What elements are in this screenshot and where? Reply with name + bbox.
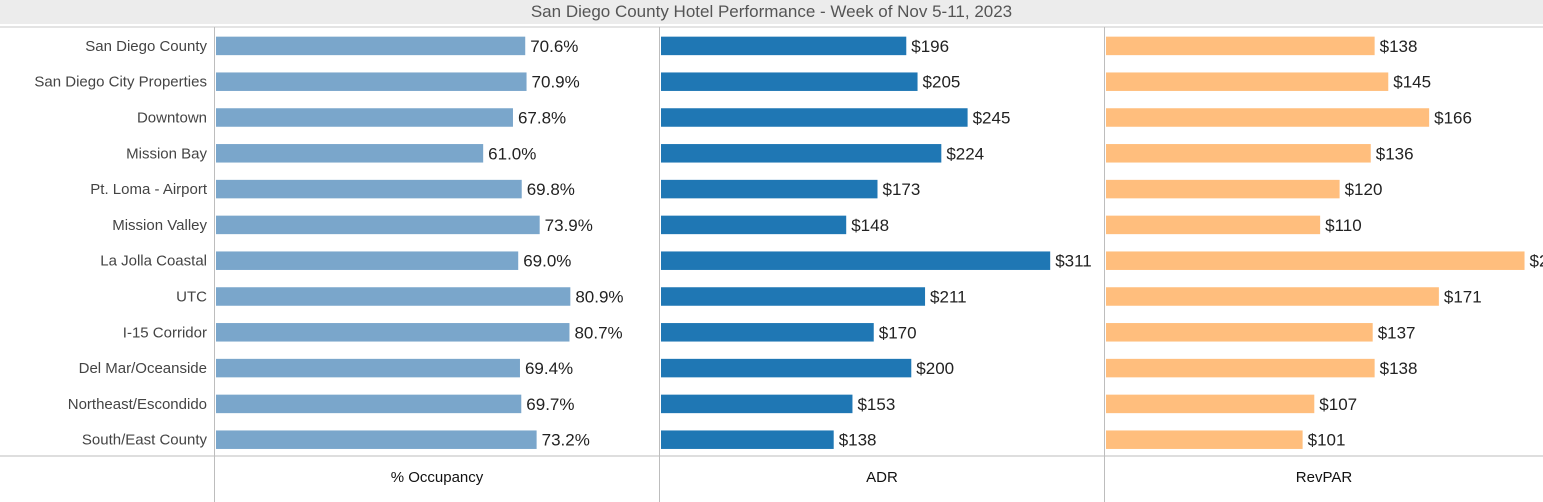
data-label: $120 bbox=[1345, 180, 1383, 199]
axis-title: % Occupancy bbox=[391, 469, 484, 486]
data-label: 61.0% bbox=[488, 144, 536, 163]
data-label: $148 bbox=[851, 216, 889, 235]
category-label: I-15 Corridor bbox=[123, 324, 207, 341]
bar bbox=[1106, 323, 1373, 342]
bar bbox=[661, 358, 912, 378]
data-label: 80.7% bbox=[574, 323, 622, 342]
data-label: $101 bbox=[1308, 431, 1346, 450]
bar bbox=[216, 108, 513, 127]
data-label: $170 bbox=[879, 323, 917, 342]
category-label: Pt. Loma - Airport bbox=[90, 181, 208, 198]
bar bbox=[661, 179, 878, 199]
bar bbox=[1106, 287, 1439, 306]
bar bbox=[216, 251, 519, 270]
data-label: $171 bbox=[1444, 288, 1482, 307]
bar bbox=[216, 215, 540, 235]
data-label: 69.8% bbox=[527, 180, 575, 199]
bar bbox=[216, 179, 522, 199]
bar bbox=[216, 287, 571, 306]
category-label: Downtown bbox=[137, 110, 207, 127]
data-label: $166 bbox=[1434, 109, 1472, 128]
bar bbox=[216, 72, 527, 91]
data-label: $138 bbox=[1380, 37, 1418, 56]
category-label: Northeast/Escondido bbox=[68, 396, 207, 413]
bar bbox=[216, 358, 520, 378]
axis-title: ADR bbox=[866, 469, 898, 486]
data-label: 73.2% bbox=[542, 431, 590, 450]
data-label: 69.4% bbox=[525, 359, 573, 378]
bar bbox=[661, 72, 918, 91]
category-label: San Diego County bbox=[85, 38, 207, 55]
data-label: $205 bbox=[923, 73, 961, 92]
bar bbox=[216, 144, 484, 163]
data-label: $200 bbox=[916, 359, 954, 378]
category-label: Mission Bay bbox=[126, 145, 207, 162]
category-label: Mission Valley bbox=[112, 217, 207, 234]
bar bbox=[1106, 358, 1375, 378]
data-label: $196 bbox=[911, 37, 949, 56]
bar bbox=[216, 394, 522, 414]
chart-title: San Diego County Hotel Performance - Wee… bbox=[0, 0, 1543, 24]
bar bbox=[1106, 251, 1525, 270]
data-label: $107 bbox=[1319, 395, 1357, 414]
bar bbox=[1106, 394, 1315, 414]
category-label: South/East County bbox=[82, 432, 208, 449]
bar bbox=[661, 323, 874, 342]
bar bbox=[661, 215, 847, 235]
bar bbox=[1106, 144, 1371, 163]
data-label: 70.9% bbox=[532, 73, 580, 92]
bar bbox=[1106, 179, 1340, 199]
data-label: 67.8% bbox=[518, 109, 566, 128]
bar bbox=[661, 36, 907, 56]
bar bbox=[661, 394, 853, 414]
data-label: 69.7% bbox=[526, 395, 574, 414]
data-label: 80.9% bbox=[575, 288, 623, 307]
data-label: $145 bbox=[1393, 73, 1431, 92]
bar bbox=[661, 287, 926, 306]
bar bbox=[1106, 72, 1389, 91]
data-label: $224 bbox=[946, 144, 984, 163]
category-label: San Diego City Properties bbox=[34, 74, 207, 91]
data-label: 69.0% bbox=[523, 252, 571, 271]
axis-title: RevPAR bbox=[1296, 469, 1353, 486]
category-label: Del Mar/Oceanside bbox=[79, 360, 207, 377]
bar bbox=[1106, 108, 1430, 127]
data-label: $245 bbox=[973, 109, 1011, 128]
bar bbox=[1106, 215, 1321, 235]
data-label: $138 bbox=[839, 431, 877, 450]
data-label: $136 bbox=[1376, 144, 1414, 163]
bar bbox=[661, 108, 968, 127]
bar bbox=[216, 36, 526, 56]
bar bbox=[661, 251, 1051, 270]
data-label: 70.6% bbox=[530, 37, 578, 56]
data-label: 73.9% bbox=[545, 216, 593, 235]
bar bbox=[661, 430, 834, 449]
bar bbox=[216, 323, 570, 342]
data-label: $153 bbox=[857, 395, 895, 414]
data-label: $211 bbox=[930, 288, 967, 307]
data-label: $173 bbox=[882, 180, 920, 199]
data-label: $311 bbox=[1055, 252, 1092, 271]
data-label: $215 bbox=[1530, 252, 1543, 271]
bar bbox=[1106, 36, 1375, 56]
bar bbox=[216, 430, 537, 449]
bar bbox=[661, 144, 942, 163]
data-label: $138 bbox=[1380, 359, 1418, 378]
category-label: UTC bbox=[176, 289, 207, 306]
data-label: $110 bbox=[1325, 216, 1362, 235]
data-label: $137 bbox=[1378, 323, 1416, 342]
bar bbox=[1106, 430, 1303, 449]
category-label: La Jolla Coastal bbox=[100, 253, 207, 270]
